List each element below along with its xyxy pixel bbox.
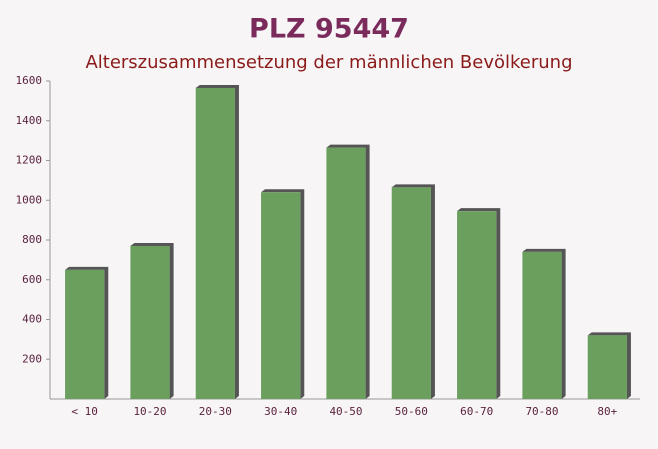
x-tick-label: 80+ bbox=[597, 405, 617, 418]
x-tick-label: 40-50 bbox=[329, 405, 362, 418]
x-tick-label: < 10 bbox=[71, 405, 98, 418]
y-tick-label: 200 bbox=[22, 352, 42, 365]
bar bbox=[522, 251, 562, 399]
bar bbox=[326, 147, 366, 399]
y-tick-label: 800 bbox=[22, 233, 42, 246]
x-tick-label: 60-70 bbox=[460, 405, 493, 418]
x-tick-label: 70-80 bbox=[525, 405, 558, 418]
bar bbox=[391, 187, 431, 399]
bar bbox=[587, 335, 627, 399]
bar bbox=[130, 245, 170, 399]
x-tick-label: 30-40 bbox=[264, 405, 297, 418]
y-tick-label: 1400 bbox=[16, 114, 43, 127]
chart-subtitle: Alterszusammensetzung der männlichen Bev… bbox=[85, 52, 572, 73]
bar bbox=[195, 87, 235, 400]
y-tick-label: 1000 bbox=[16, 193, 43, 206]
x-tick-label: 10-20 bbox=[133, 405, 166, 418]
y-tick-label: 600 bbox=[22, 273, 42, 286]
y-tick-label: 1200 bbox=[16, 154, 43, 167]
y-tick-label: 400 bbox=[22, 313, 42, 326]
bar bbox=[261, 192, 301, 399]
bar bbox=[457, 211, 497, 399]
y-tick-label: 1600 bbox=[16, 74, 43, 87]
x-tick-label: 50-60 bbox=[395, 405, 428, 418]
bar bbox=[65, 269, 105, 399]
chart-title: PLZ 95447 bbox=[249, 14, 409, 45]
x-tick-label: 20-30 bbox=[199, 405, 232, 418]
